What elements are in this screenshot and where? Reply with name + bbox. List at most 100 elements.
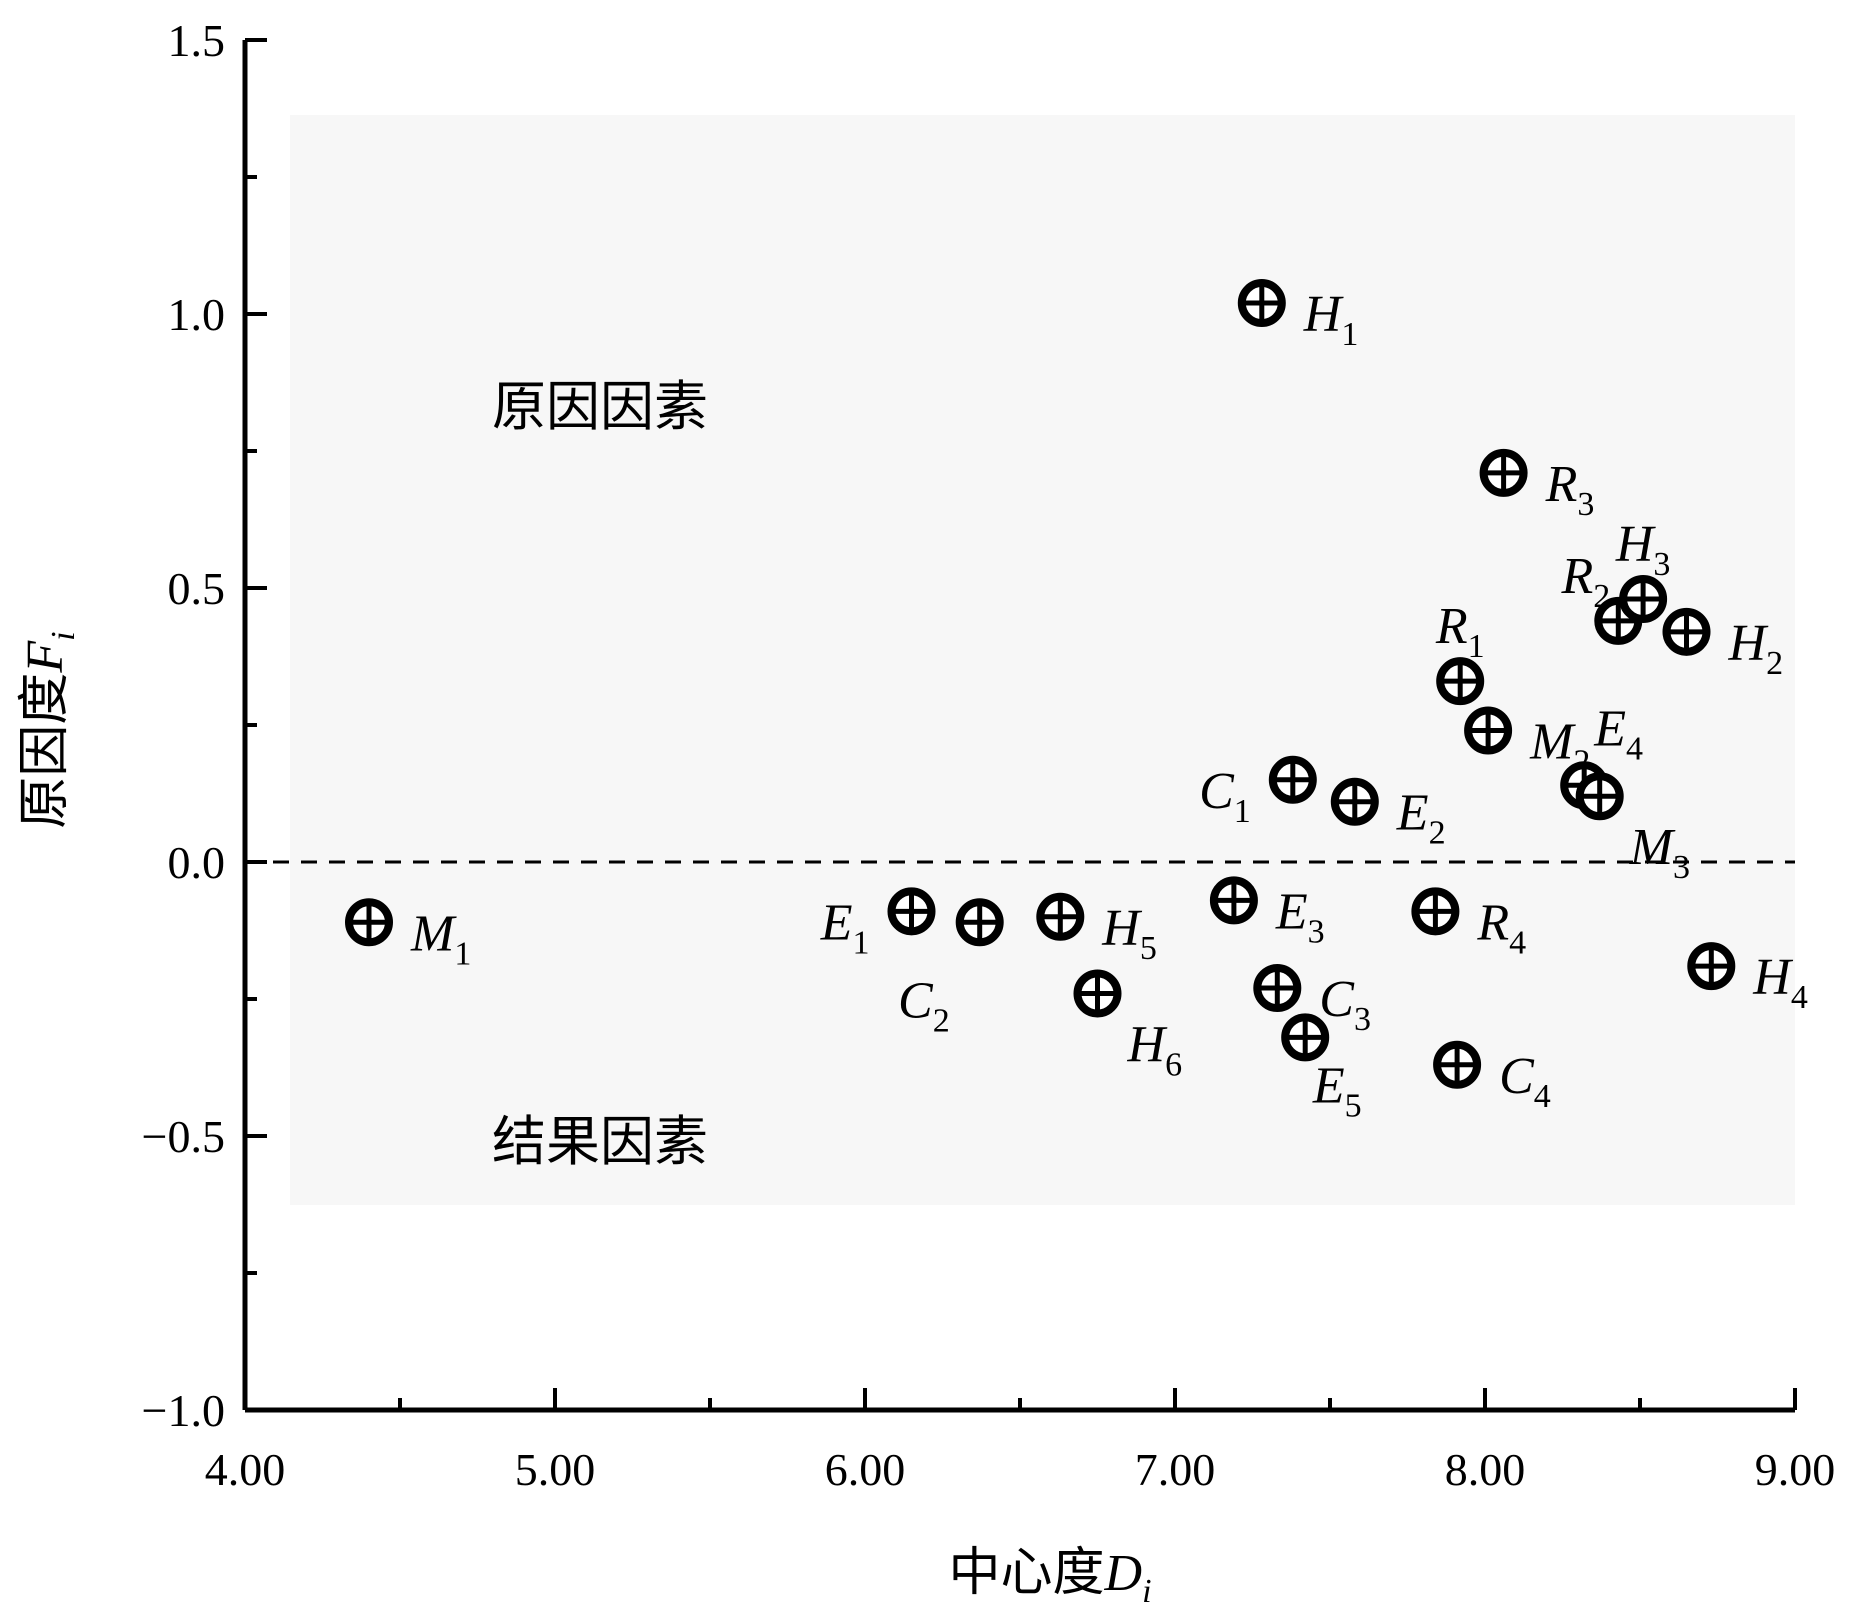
- y-tick-label: 1.0: [168, 289, 226, 340]
- point-label-subscript: 4: [1534, 1078, 1551, 1115]
- point-label-letter: H: [1127, 1017, 1168, 1074]
- region-label-cause: 原因因素: [492, 377, 708, 437]
- data-point-e3: E3: [1209, 876, 1325, 950]
- x-tick-label: 6.00: [825, 1444, 906, 1495]
- point-label-letter: R: [1435, 598, 1468, 655]
- data-point-h4: H4: [1687, 942, 1808, 1016]
- point-label-e4: E4: [1593, 700, 1643, 767]
- data-point-r3: R3: [1479, 448, 1595, 523]
- point-label-subscript: 3: [1308, 913, 1325, 950]
- point-label-r4: R4: [1476, 894, 1526, 961]
- point-label-subscript: 3: [1354, 1001, 1371, 1038]
- point-label-letter: M: [1629, 819, 1676, 876]
- point-label-letter: E: [1275, 883, 1308, 940]
- point-label-h5: H5: [1101, 900, 1157, 967]
- point-label-letter: E: [1593, 700, 1626, 757]
- data-point-c2: C2: [898, 898, 1004, 1039]
- region-label-effect: 结果因素: [492, 1112, 708, 1172]
- x-tick-label: 7.00: [1135, 1444, 1216, 1495]
- point-label-h4: H4: [1752, 949, 1808, 1016]
- x-axis-title: 中心度Di: [948, 1545, 1151, 1606]
- point-label-subscript: 3: [1577, 486, 1594, 523]
- point-label-letter: H: [1728, 615, 1769, 672]
- point-label-letter: R: [1545, 456, 1578, 513]
- point-label-h2: H2: [1728, 615, 1784, 682]
- data-point-m1: M1: [345, 898, 471, 972]
- data-point-e5: E5: [1281, 1013, 1362, 1124]
- point-label-c1: C1: [1199, 763, 1251, 830]
- point-label-subscript: 1: [454, 935, 471, 972]
- point-label-c2: C2: [898, 972, 950, 1039]
- point-label-letter: C: [1319, 971, 1355, 1028]
- y-tick-label: −1.0: [142, 1385, 225, 1436]
- x-tick-label: 4.00: [205, 1444, 286, 1495]
- point-label-subscript: 5: [1140, 930, 1157, 967]
- point-label-r2: R2: [1561, 548, 1611, 615]
- point-label-letter: C: [1199, 763, 1235, 820]
- point-label-subscript: 2: [1593, 578, 1610, 615]
- point-label-e3: E3: [1275, 883, 1325, 950]
- data-point-h5: H5: [1036, 892, 1157, 967]
- svg-text:中心度Di: 中心度Di: [948, 1545, 1151, 1606]
- point-label-letter: H: [1752, 949, 1793, 1006]
- point-label-letter: R: [1476, 894, 1509, 951]
- plot-shaded-area: [290, 115, 1795, 1205]
- x-tick-label: 9.00: [1755, 1444, 1836, 1495]
- y-tick-label: 1.5: [168, 15, 226, 66]
- y-axis-title-symbol: F: [17, 640, 74, 674]
- axes: 4.00 5.00 6.00 7.00 8.00 9.00 −1.0 −0.5 0.0 0.5 1.…: [142, 15, 1836, 1495]
- data-point-m3: M3: [1575, 772, 1690, 886]
- point-label-letter: E: [1312, 1057, 1345, 1114]
- point-label-letter: C: [898, 972, 934, 1029]
- data-point-e1: E1: [820, 887, 936, 961]
- x-tick-label: 5.00: [515, 1444, 596, 1495]
- x-axis-title-symbol: D: [1104, 1545, 1143, 1602]
- y-tick-label: 0.0: [168, 837, 226, 888]
- data-point-r1: R1: [1435, 598, 1485, 706]
- data-points: M1E1C2H5H6H1E3C1C3E5E2R4R1C4M2R3E4M3R2H3…: [345, 279, 1808, 1124]
- point-label-subscript: 1: [853, 924, 870, 961]
- point-label-letter: H: [1303, 286, 1344, 343]
- point-label-e2: E2: [1396, 785, 1446, 852]
- point-label-letter: H: [1615, 516, 1656, 573]
- point-label-subscript: 2: [1766, 645, 1783, 682]
- data-point-c1: C1: [1199, 755, 1317, 830]
- point-label-m3: M3: [1629, 819, 1690, 886]
- x-axis-title-text: 中心度: [948, 1545, 1104, 1602]
- svg-text:原因度Fi: 原因度Fi: [17, 631, 82, 828]
- point-label-subscript: 4: [1791, 979, 1808, 1016]
- data-point-h2: H2: [1662, 607, 1784, 682]
- y-tick-label: 0.5: [168, 563, 226, 614]
- point-label-subscript: 3: [1653, 546, 1670, 583]
- data-point-c3: C3: [1253, 964, 1371, 1038]
- point-label-subscript: 1: [1234, 793, 1251, 830]
- data-point-h1: H1: [1237, 279, 1359, 353]
- point-label-c4: C4: [1499, 1048, 1551, 1115]
- data-point-r4: R4: [1411, 887, 1526, 961]
- point-label-subscript: 3: [1673, 849, 1690, 886]
- point-label-subscript: 1: [1341, 316, 1358, 353]
- point-label-letter: M: [410, 905, 457, 962]
- point-label-letter: M: [1529, 713, 1576, 770]
- point-label-letter: C: [1499, 1048, 1535, 1105]
- point-label-c3: C3: [1319, 971, 1371, 1038]
- y-axis-title-subscript: i: [45, 631, 82, 640]
- point-label-r1: R1: [1435, 598, 1485, 665]
- point-label-h3: H3: [1615, 516, 1671, 583]
- point-label-subscript: 4: [1509, 924, 1526, 961]
- point-label-subscript: 2: [1429, 815, 1446, 852]
- point-label-subscript: 5: [1345, 1087, 1362, 1124]
- point-label-letter: R: [1561, 548, 1594, 605]
- data-point-h6: H6: [1073, 969, 1182, 1084]
- point-label-r3: R3: [1545, 456, 1595, 523]
- point-label-h1: H1: [1303, 286, 1359, 353]
- y-axis-title: 原因度Fi: [17, 631, 82, 828]
- point-label-letter: H: [1101, 900, 1142, 957]
- data-point-h3: H3: [1615, 516, 1671, 623]
- point-label-subscript: 6: [1165, 1047, 1182, 1084]
- x-axis-title-subscript: i: [1142, 1573, 1151, 1606]
- point-label-m1: M1: [410, 905, 471, 972]
- point-label-letter: E: [1396, 785, 1429, 842]
- y-axis-title-text: 原因度: [17, 673, 74, 829]
